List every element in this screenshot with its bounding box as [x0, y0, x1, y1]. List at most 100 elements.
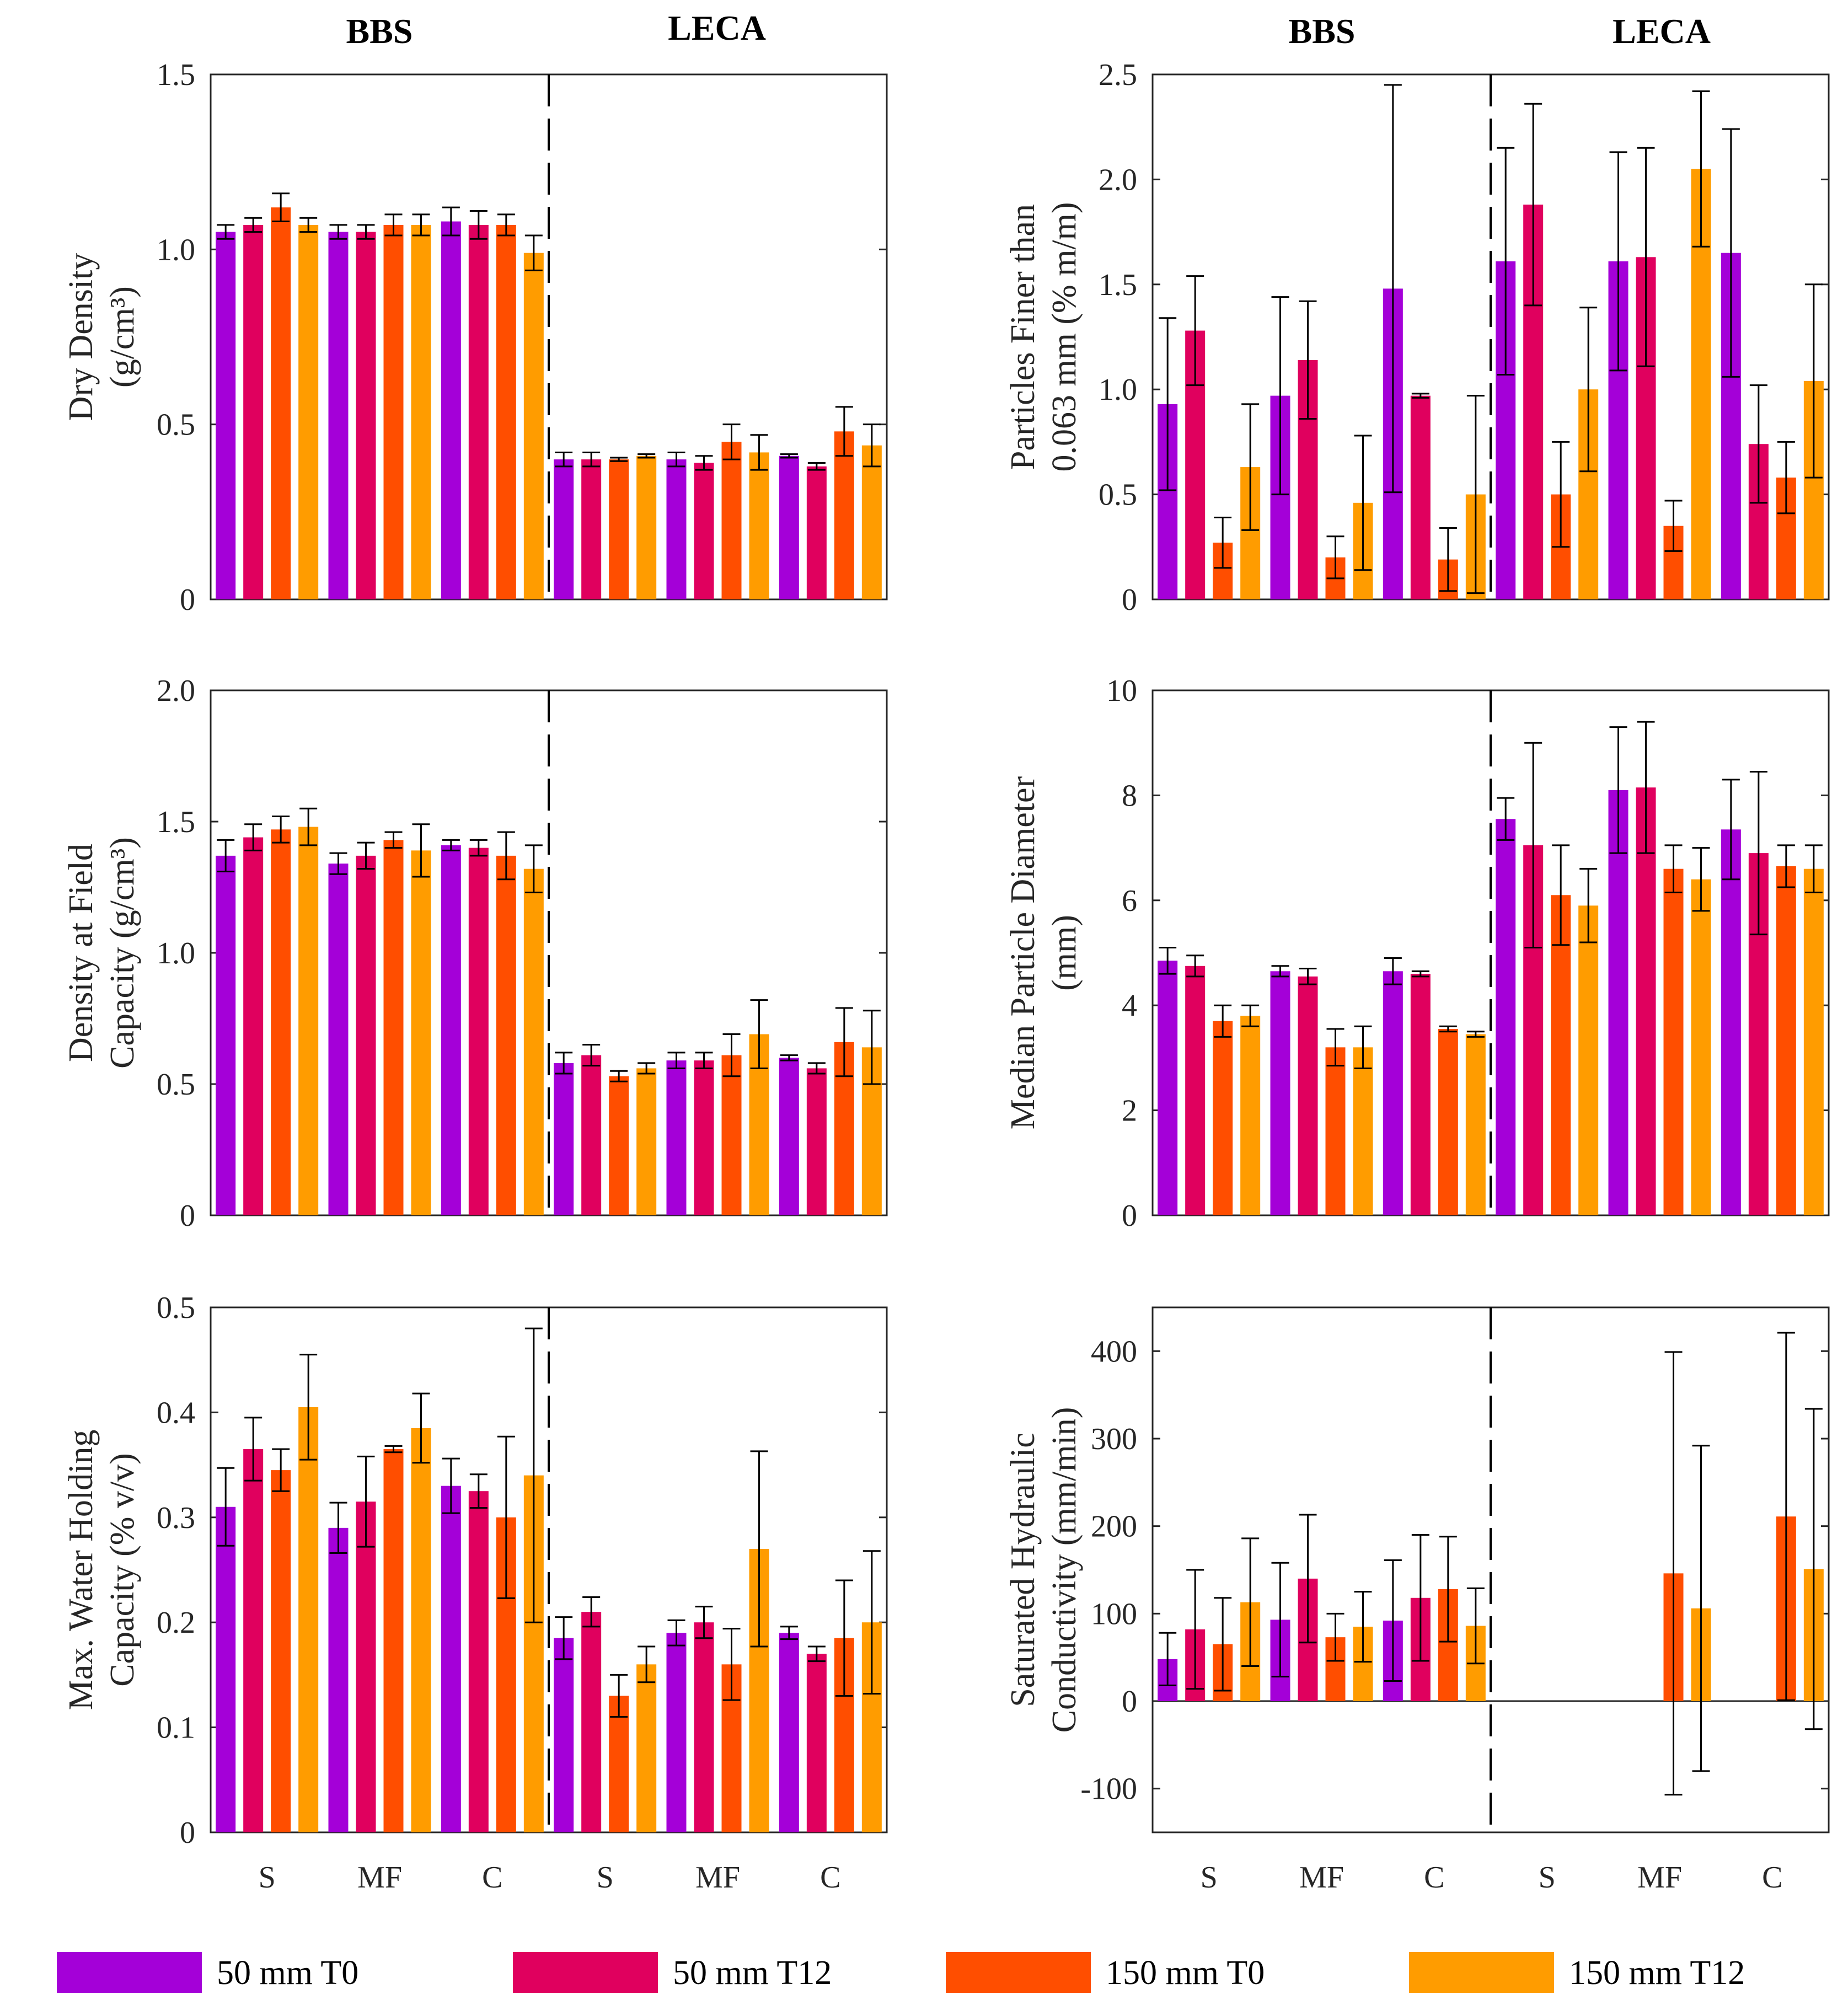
y-tick-label: 0.5 — [1099, 478, 1137, 512]
panel-dry-density: 0 0.5 1.0 1.5 Dry Density (g/cm³) — [62, 58, 888, 617]
y-axis-label: 0.063 mm (% m/m) — [1046, 202, 1083, 471]
y-tick-label: 2.0 — [157, 674, 195, 708]
bar-50-mm-t0 — [441, 845, 461, 1215]
bar-150-mm-t12 — [411, 224, 431, 599]
y-tick-label: 400 — [1091, 1334, 1137, 1369]
x-tick-label: MF — [1299, 1860, 1344, 1895]
bar-50-mm-t0 — [216, 855, 236, 1215]
bar-50-mm-t12 — [581, 1612, 602, 1832]
material-label-leca-right: LECA — [1613, 12, 1711, 51]
bar-50-mm-t12 — [1185, 966, 1206, 1215]
bar-50-mm-t0 — [328, 864, 349, 1215]
x-tick-label: S — [597, 1860, 614, 1895]
panel-median-diameter: 0 2 4 6 8 10 Median Particle Diameter (mm) — [1004, 674, 1830, 1233]
bar-50-mm-t0 — [554, 1638, 574, 1832]
bar-150-mm-t0 — [271, 207, 291, 599]
y-tick-label: 1.0 — [157, 936, 195, 970]
bar-50-mm-t12 — [356, 232, 376, 600]
y-tick-label: 0.5 — [157, 408, 195, 442]
bar-150-mm-t0 — [496, 855, 516, 1215]
bar-150-mm-t12 — [1240, 1016, 1261, 1215]
bar-50-mm-t12 — [694, 1622, 714, 1832]
y-tick-label: 0 — [180, 1816, 195, 1850]
bar-50-mm-t0 — [1496, 819, 1516, 1215]
y-tick-label: 6 — [1122, 884, 1137, 918]
y-tick-label: 1.5 — [1099, 268, 1137, 302]
legend-label-150mm-t0: 150 mm T0 — [1106, 1954, 1265, 1992]
bar-150-mm-t0 — [1551, 895, 1571, 1215]
bar-50-mm-t12 — [806, 1068, 827, 1215]
bar-50-mm-t0 — [1270, 971, 1290, 1215]
bar-150-mm-t12 — [298, 224, 319, 599]
bar-150-mm-t0 — [834, 431, 854, 599]
legend-item-150mm-t12: 150 mm T12 — [1409, 1952, 1745, 1993]
y-axis-label: Dry Density — [62, 253, 100, 421]
bar-50-mm-t12 — [1410, 974, 1431, 1215]
y-tick-label: 2.5 — [1099, 58, 1137, 92]
bar-150-mm-t12 — [411, 1428, 431, 1832]
y-tick-label: 1.0 — [157, 233, 195, 267]
bar-150-mm-t0 — [609, 1076, 629, 1215]
bar-150-mm-t12 — [1578, 905, 1599, 1215]
bar-50-mm-t0 — [779, 455, 799, 599]
bar-150-mm-t12 — [636, 1068, 657, 1215]
bar-50-mm-t12 — [581, 459, 602, 599]
bar-50-mm-t12 — [468, 1491, 489, 1832]
x-tick-label: C — [1424, 1860, 1444, 1895]
bar-150-mm-t0 — [271, 1470, 291, 1832]
bar-50-mm-t12 — [243, 1449, 264, 1832]
bar-150-mm-t0 — [383, 1449, 404, 1832]
bar-150-mm-t12 — [298, 1407, 319, 1832]
bar-50-mm-t12 — [243, 837, 264, 1215]
x-tick-label: S — [1539, 1860, 1556, 1895]
bar-50-mm-t12 — [243, 224, 264, 599]
chart-panels: 0 0.5 1.0 1.5 Dry Density (g/cm³) 0 0.5 1.0 1.5 2.… — [62, 58, 1830, 1895]
bar-50-mm-t0 — [554, 459, 574, 599]
bar-50-mm-t0 — [328, 232, 349, 600]
y-tick-label: -100 — [1080, 1772, 1137, 1806]
bar-150-mm-t12 — [1803, 868, 1824, 1215]
bar-150-mm-t12 — [1465, 1034, 1486, 1215]
y-tick-label: 300 — [1091, 1422, 1137, 1456]
y-tick-label: 0.1 — [157, 1711, 195, 1745]
y-tick-label: 0 — [180, 1199, 195, 1233]
bar-150-mm-t0 — [1663, 868, 1684, 1215]
bar-50-mm-t12 — [356, 855, 376, 1215]
bar-50-mm-t12 — [694, 1060, 714, 1215]
y-tick-label: 0 — [1122, 1199, 1137, 1233]
bar-50-mm-t0 — [666, 1060, 687, 1215]
bar-150-mm-t0 — [609, 459, 629, 599]
panel-field-density: 0 0.5 1.0 1.5 2.0 Density at Field Capacity (g… — [62, 674, 888, 1233]
y-axis-label: Conductivity (mm/min) — [1046, 1407, 1083, 1733]
bar-50-mm-t0 — [441, 1486, 461, 1832]
bar-50-mm-t12 — [468, 224, 489, 599]
legend-item-50mm-t12: 50 mm T12 — [513, 1952, 832, 1993]
y-axis-label: Saturated Hydraulic — [1004, 1433, 1042, 1707]
bar-150-mm-t0 — [383, 840, 404, 1215]
bar-150-mm-t0 — [1213, 1021, 1233, 1215]
legend-swatch-150mm-t12 — [1409, 1952, 1554, 1993]
material-label-bbs-left: BBS — [346, 12, 413, 51]
y-tick-label: 0 — [180, 583, 195, 617]
bar-50-mm-t12 — [806, 466, 827, 599]
bar-50-mm-t0 — [1383, 971, 1403, 1215]
bar-150-mm-t12 — [1691, 879, 1711, 1215]
bar-150-mm-t12 — [1353, 1047, 1373, 1215]
legend-item-150mm-t0: 150 mm T0 — [946, 1952, 1265, 1993]
x-tick-label: MF — [695, 1860, 740, 1895]
bar-150-mm-t0 — [271, 829, 291, 1215]
panel-water-holding: 0 0.1 0.2 0.3 0.4 0.5 S MF C S MF C Max. Water Holdi… — [62, 1291, 888, 1895]
y-axis-label: Particles Finer than — [1004, 204, 1042, 470]
y-axis-label: Density at Field — [62, 844, 100, 1062]
bar-150-mm-t0 — [1776, 866, 1796, 1215]
y-tick-label: 8 — [1122, 779, 1137, 813]
bar-50-mm-t12 — [468, 848, 489, 1215]
legend-swatch-150mm-t0 — [946, 1952, 1091, 1993]
bar-150-mm-t0 — [1438, 1029, 1458, 1215]
bar-150-mm-t0 — [496, 224, 516, 599]
y-tick-label: 1.5 — [157, 805, 195, 839]
x-tick-label: MF — [357, 1860, 402, 1895]
bar-150-mm-t12 — [298, 827, 319, 1215]
y-axis-label: Max. Water Holding — [62, 1430, 100, 1710]
